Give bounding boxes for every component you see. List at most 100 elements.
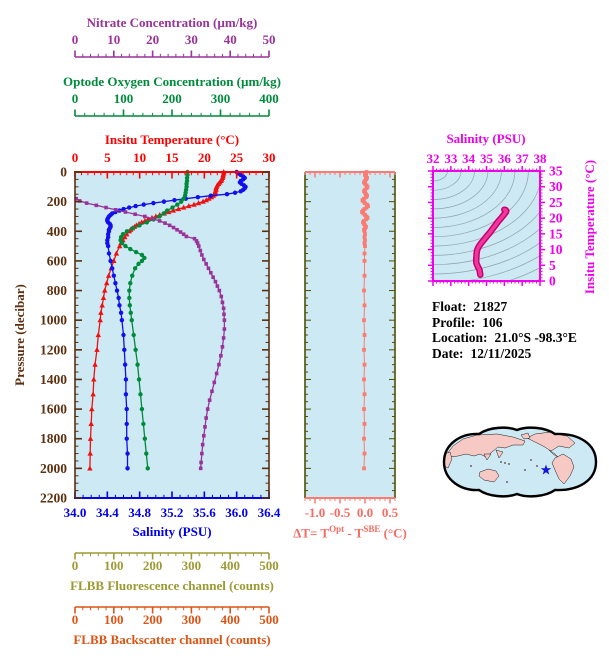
salinity-curve	[105, 169, 248, 471]
float-id-line: Float: 21827	[432, 299, 577, 315]
profile-label: Profile:	[432, 314, 476, 330]
svg-text:0: 0	[72, 612, 79, 627]
svg-text:33: 33	[444, 151, 458, 166]
optode-oxygen-curve	[118, 169, 190, 471]
profile-line: Profile: 106	[432, 315, 577, 331]
svg-text:30: 30	[263, 150, 276, 165]
salinity-axis-title: Salinity (PSU)	[132, 524, 212, 539]
svg-text:500: 500	[259, 612, 279, 627]
svg-text:0.0: 0.0	[357, 505, 373, 520]
svg-text:1000: 1000	[40, 313, 67, 328]
svg-text:15: 15	[166, 150, 180, 165]
svg-text:100: 100	[104, 612, 124, 627]
delta-label-sup-opt: Opt	[329, 524, 345, 534]
svg-text:400: 400	[47, 224, 68, 239]
svg-text:0: 0	[72, 32, 79, 47]
svg-text:300: 300	[182, 558, 202, 573]
svg-text:35: 35	[549, 164, 563, 179]
date-value: 12/11/2025	[470, 345, 532, 361]
svg-text:38: 38	[534, 151, 548, 166]
svg-text:36: 36	[498, 151, 512, 166]
world-map	[442, 426, 598, 498]
svg-text:200: 200	[47, 194, 68, 209]
date-line: Date: 12/11/2025	[432, 346, 577, 362]
svg-text:32: 32	[427, 151, 440, 166]
svg-text:800: 800	[47, 283, 68, 298]
backscatter-axis-title: FLBB Backscatter channel (counts)	[73, 632, 271, 647]
oxygen-axis-title: Optode Oxygen Concentration (µm/kg)	[62, 74, 281, 89]
svg-text:200: 200	[162, 91, 182, 106]
svg-text:30: 30	[185, 32, 198, 47]
svg-text:25: 25	[230, 150, 244, 165]
svg-text:1800: 1800	[40, 431, 67, 446]
svg-text:600: 600	[47, 253, 68, 268]
float-info-block: Float: 21827 Profile: 106 Location: 21.0°S …	[432, 299, 577, 361]
delta-plot-frame: -1.0 -0.5 0.0 0.5	[304, 171, 399, 520]
svg-text:1600: 1600	[40, 402, 67, 417]
nitrate-curve	[74, 196, 227, 471]
main-plot-frame: 0 5 10 15 20 25 30 34.0 34.4 34.8 35.2 35.6 36.0 36.4	[64, 150, 281, 520]
svg-text:15: 15	[549, 226, 563, 241]
svg-text:34.8: 34.8	[128, 505, 151, 520]
svg-text:35: 35	[480, 151, 494, 166]
svg-text:1400: 1400	[40, 372, 67, 387]
svg-text:100: 100	[104, 558, 124, 573]
svg-text:-0.5: -0.5	[330, 505, 351, 520]
pressure-tick-labels: 0 200 400 600 800 1000 1200 1400 1600 1800 2000 220…	[40, 165, 67, 506]
svg-text:200: 200	[143, 558, 163, 573]
svg-text:5: 5	[549, 258, 556, 273]
svg-text:20: 20	[198, 150, 211, 165]
svg-text:50: 50	[263, 32, 276, 47]
svg-text:10: 10	[549, 242, 563, 257]
svg-text:5: 5	[104, 150, 111, 165]
svg-text:300: 300	[211, 91, 231, 106]
profile-value: 106	[482, 314, 503, 330]
svg-text:34: 34	[462, 151, 476, 166]
temperature-axis-title: Insitu Temperature (°C)	[104, 132, 240, 147]
svg-text:20: 20	[146, 32, 159, 47]
svg-text:36.4: 36.4	[258, 505, 281, 520]
svg-text:100: 100	[114, 91, 134, 106]
delta-label-part: (°C)	[380, 525, 407, 541]
delta-label-sup-sbe: SBE	[363, 524, 381, 534]
svg-text:25: 25	[549, 195, 563, 210]
delta-label-part: ΔT= T	[293, 525, 330, 541]
svg-text:0: 0	[72, 558, 79, 573]
ts-temperature-axis-title: Insitu Temperature (°C)	[582, 159, 597, 295]
float-location-star-icon	[540, 464, 552, 475]
location-line: Location: 21.0°S -98.3°E	[432, 330, 577, 346]
svg-text:20: 20	[549, 211, 563, 226]
svg-text:-1.0: -1.0	[305, 505, 326, 520]
pressure-axis-title: Pressure (decibar)	[12, 284, 27, 386]
svg-text:10: 10	[133, 150, 146, 165]
svg-text:0: 0	[549, 274, 556, 289]
svg-text:0: 0	[72, 150, 79, 165]
svg-text:2200: 2200	[40, 491, 67, 506]
svg-text:30: 30	[549, 179, 563, 194]
ts-curve	[472, 206, 510, 278]
svg-text:34.4: 34.4	[96, 505, 119, 520]
svg-text:1200: 1200	[40, 342, 67, 357]
nitrate-axis-title: Nitrate Concentration (µm/kg)	[86, 15, 258, 30]
svg-text:0: 0	[60, 165, 67, 180]
fluorescence-axis-title: FLBB Fluorescence channel (counts)	[70, 578, 274, 593]
svg-text:0: 0	[72, 91, 79, 106]
date-label: Date:	[432, 345, 464, 361]
svg-text:37: 37	[516, 151, 530, 166]
svg-text:10: 10	[107, 32, 120, 47]
svg-text:0.5: 0.5	[382, 505, 399, 520]
location-label: Location:	[432, 330, 488, 345]
float-value: 21827	[473, 299, 508, 314]
svg-text:300: 300	[182, 612, 202, 627]
delta-t-axis-title: ΔT= TOpt - TSBE (°C)	[220, 524, 480, 541]
svg-text:35.6: 35.6	[193, 505, 216, 520]
delta-label-part: - T	[344, 525, 364, 541]
svg-text:500: 500	[259, 558, 279, 573]
svg-text:400: 400	[220, 558, 240, 573]
location-value: 21.0°S -98.3°E	[494, 330, 577, 345]
svg-text:36.0: 36.0	[225, 505, 248, 520]
